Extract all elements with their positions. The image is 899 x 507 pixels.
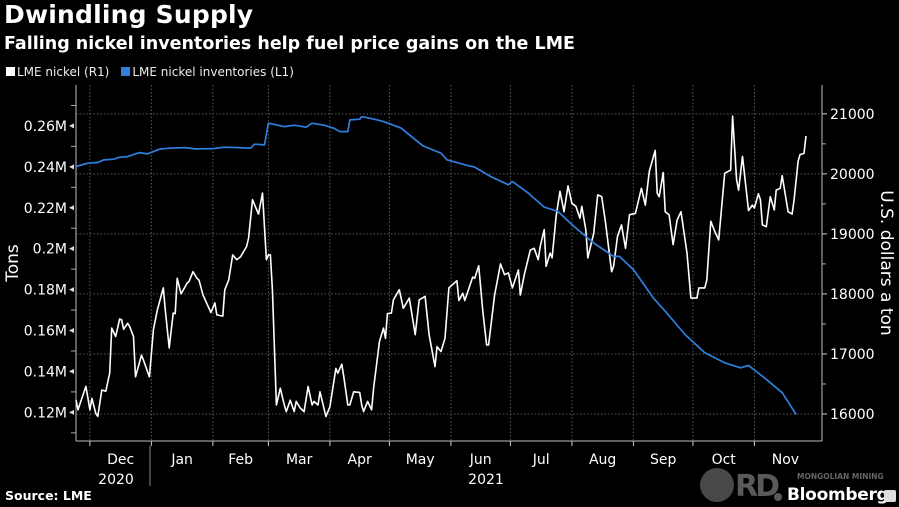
right-axis-tick-label: 19000 [830, 227, 875, 243]
left-axis-tick-arrow [69, 246, 74, 252]
x-axis-tick-label: Jun [469, 452, 492, 468]
left-axis-tick-arrow [69, 328, 74, 334]
left-axis-tick-arrow [69, 123, 74, 129]
x-axis-tick-label: Sep [650, 452, 677, 468]
legend-swatch-blue [121, 67, 131, 76]
watermark-dot [774, 493, 782, 501]
left-axis-tick-label: 0.22M [24, 201, 67, 217]
left-axis-tick-label: 0.16M [24, 324, 67, 340]
x-axis-year-label: 2020 [98, 472, 134, 488]
watermark-logo: RD [735, 469, 780, 504]
left-axis-tick-label: 0.18M [24, 283, 67, 299]
right-axis-tick-label: 18000 [830, 287, 875, 303]
left-axis-tick-label: 0.26M [24, 119, 67, 135]
watermark-text: MONGOLIAN MINING [797, 472, 884, 481]
legend-label: LME nickel (R1) [17, 65, 110, 79]
legend-swatch-white [6, 67, 15, 76]
x-axis-tick-label: Dec [107, 452, 134, 468]
x-axis-tick-label: Oct [712, 452, 737, 468]
x-axis-tick-label: Feb [228, 452, 253, 468]
chart-title: Dwindling Supply [4, 0, 254, 29]
left-axis-tick-arrow [69, 368, 74, 374]
legend-item-inventories: LME nickel inventories (L1) [121, 65, 294, 79]
legend-item-nickel-price: LME nickel (R1) [6, 65, 109, 79]
left-axis-tick-arrow [69, 205, 74, 211]
x-axis-tick-label: Jan [170, 452, 193, 468]
source-note: Source: LME [5, 488, 92, 503]
x-axis-tick-label: May [406, 452, 435, 468]
x-axis-tick-label: Jul [532, 452, 550, 468]
left-axis-title: Tons [3, 244, 23, 283]
left-axis-tick-arrow [69, 287, 74, 293]
left-axis-tick-label: 0.14M [24, 364, 67, 380]
x-axis-tick-label: Mar [286, 452, 313, 468]
nickel-inventories-line [75, 115, 797, 415]
left-axis-tick-label: 0.2M [33, 242, 67, 258]
x-axis-year-label: 2021 [468, 472, 504, 488]
bloomberg-chart-icon [884, 490, 896, 502]
legend-label: LME nickel inventories (L1) [132, 65, 294, 79]
right-axis-tick-label: 16000 [830, 407, 875, 423]
x-axis-tick-label: Nov [772, 452, 799, 468]
right-axis-tick-label: 17000 [830, 347, 875, 363]
left-axis-tick-arrow [69, 164, 74, 170]
x-axis-tick-label: Aug [589, 452, 616, 468]
right-axis-title: U.S. dollars a ton [876, 190, 896, 335]
watermark-mountain-logo [700, 468, 734, 502]
legend: LME nickel (R1) LME nickel inventories (… [6, 65, 294, 79]
right-axis-tick-label: 21000 [830, 107, 875, 123]
chart-subtitle: Falling nickel inventories help fuel pri… [4, 34, 576, 54]
bloomberg-logo: Bloomberg [787, 485, 889, 505]
left-axis-tick-label: 0.12M [24, 405, 67, 421]
x-axis-tick-label: Apr [348, 452, 372, 468]
right-axis-tick-label: 20000 [830, 167, 875, 183]
nickel-price-line [75, 115, 807, 418]
left-axis-tick-arrow [69, 409, 74, 415]
left-axis-tick-label: 0.24M [24, 160, 67, 176]
